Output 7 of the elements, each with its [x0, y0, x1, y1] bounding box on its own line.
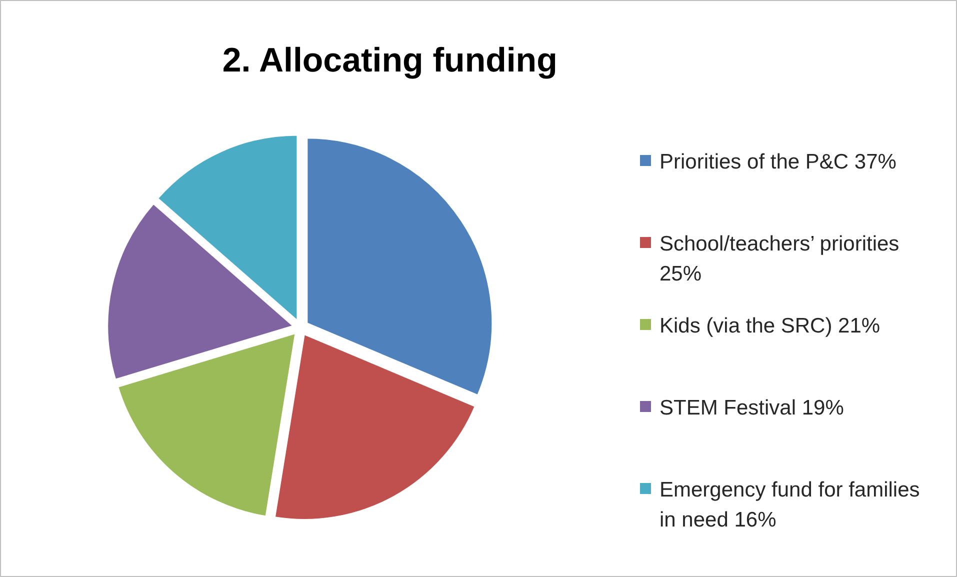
legend-label: Priorities of the P&C 37% [660, 150, 896, 174]
legend-label: STEM Festival 19% [660, 396, 844, 420]
data-label: 25% [660, 262, 702, 286]
legend-label: School/teachers’ priorities [660, 232, 900, 256]
chart-title: 2. Allocating funding [222, 42, 558, 80]
legend-label: Emergency fund for families in need 16% [660, 478, 920, 532]
legend-label: Kids (via the SRC) 21% [660, 314, 880, 338]
